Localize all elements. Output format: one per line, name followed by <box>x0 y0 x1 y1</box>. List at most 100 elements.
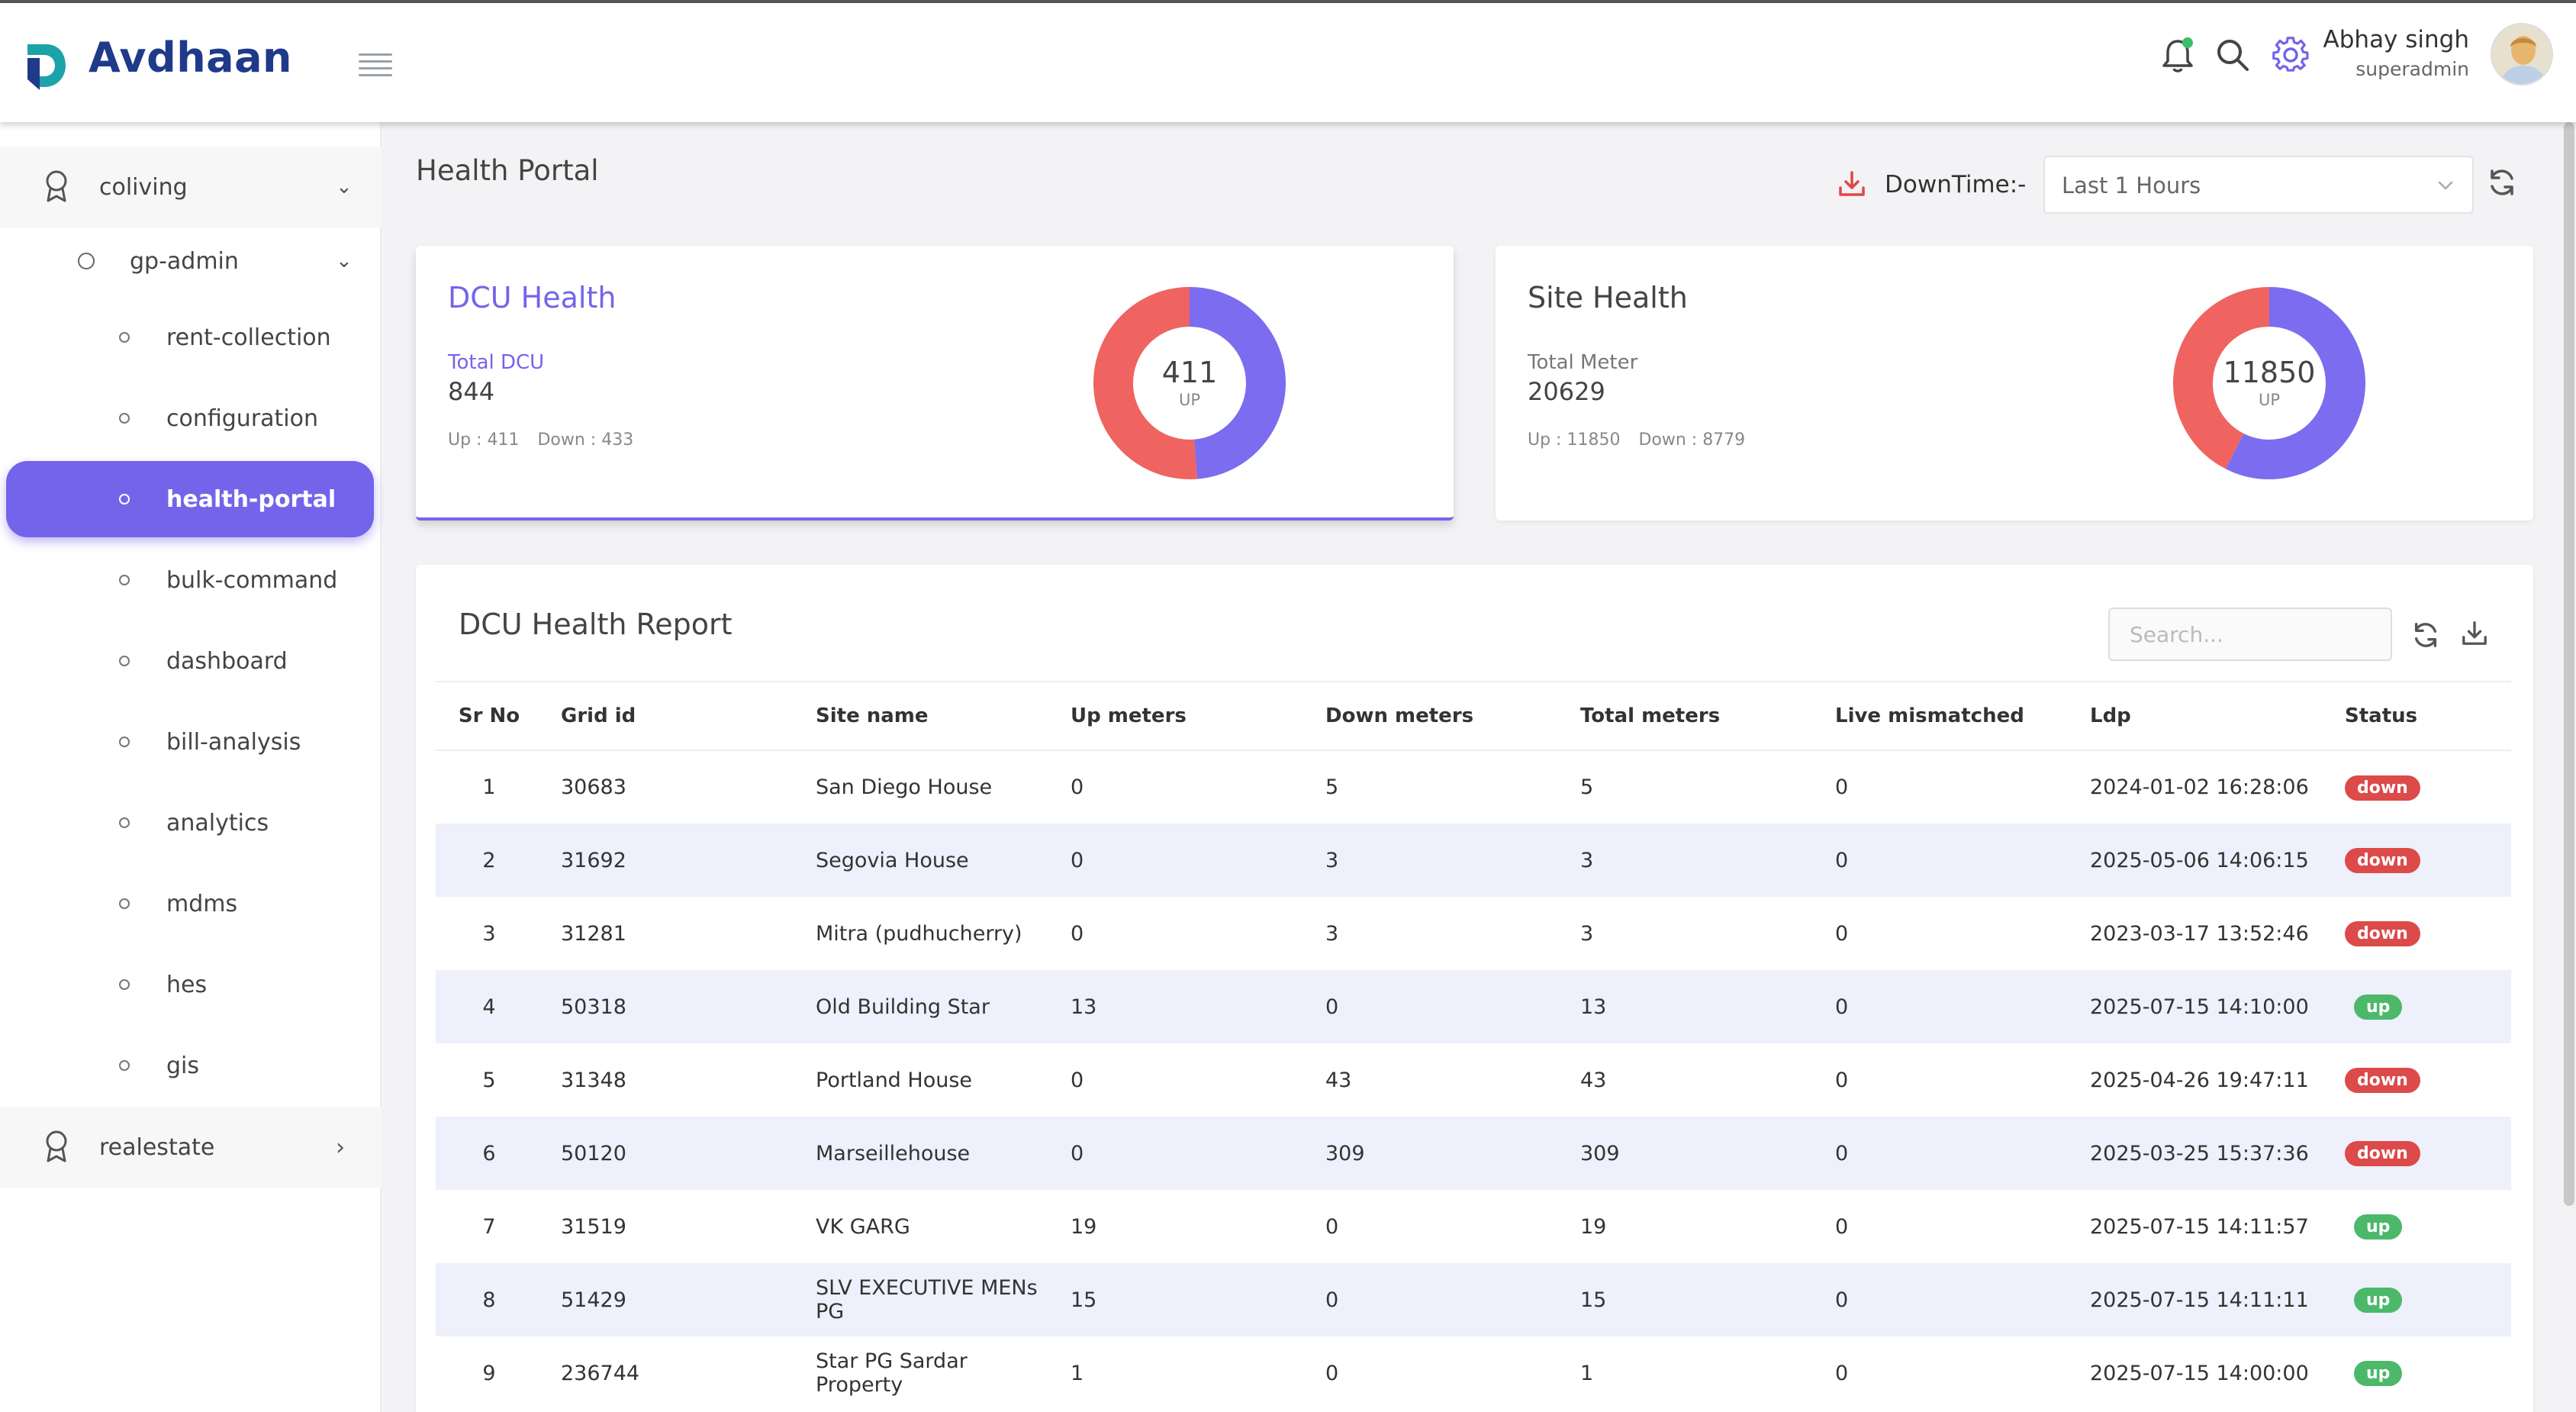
sidebar-item-dashboard[interactable]: dashboard <box>0 623 382 699</box>
table-cell-up: 13 <box>1071 995 1097 1019</box>
donut-center-value: 11850 <box>2223 356 2316 389</box>
table-row[interactable]: 7 31519 VK GARG 19 0 19 0 2025-07-15 14:11:57 up <box>436 1190 2511 1263</box>
column-header-up-meters[interactable]: Up meters <box>1052 681 1307 751</box>
sidebar-sub-label: gp-admin <box>130 247 239 275</box>
table-cell-down: 43 <box>1325 1068 1352 1092</box>
column-header-total-meters[interactable]: Total meters <box>1562 681 1817 751</box>
table-cell-total: 1 <box>1580 1361 1594 1385</box>
table-cell-total: 15 <box>1580 1288 1607 1312</box>
circle-icon <box>119 332 130 343</box>
status-badge: up <box>2354 995 2403 1020</box>
table-row[interactable]: 3 31281 Mitra (pudhucherry) 0 3 3 0 2023-03-17 … <box>436 897 2511 970</box>
sidebar-item-analytics[interactable]: analytics <box>0 785 382 861</box>
settings-gear-icon[interactable] <box>2269 34 2312 76</box>
sidebar-item-label: bill-analysis <box>166 728 301 756</box>
table-row[interactable]: 6 50120 Marseillehouse 0 309 309 0 2025-03-25 1… <box>436 1117 2511 1190</box>
table-cell-down: 5 <box>1325 775 1339 799</box>
page-scrollbar[interactable] <box>2564 122 2574 1206</box>
sidebar-item-label: gis <box>166 1052 200 1079</box>
table-row[interactable]: 5 31348 Portland House 0 43 43 0 2025-04-26 19:… <box>436 1043 2511 1117</box>
table-cell-sr: 6 <box>482 1141 496 1165</box>
page-title: Health Portal <box>416 154 599 187</box>
sidebar-item-gis[interactable]: gis <box>0 1027 382 1104</box>
table-cell-live: 0 <box>1835 1288 1849 1312</box>
brand-logo-icon[interactable] <box>23 40 69 92</box>
downtime-select-value: Last 1 Hours <box>2062 172 2201 198</box>
table-cell-sr: 8 <box>482 1288 496 1312</box>
site-donut-chart[interactable]: 11850 UP <box>2170 284 2368 482</box>
search-input[interactable] <box>2108 608 2392 661</box>
download-icon[interactable] <box>2461 620 2488 647</box>
table-cell-total: 309 <box>1580 1141 1620 1165</box>
table-row[interactable]: 8 51429 SLV EXECUTIVE MENs PG 15 0 15 0 2025-07… <box>436 1263 2511 1336</box>
dcu-donut-chart[interactable]: 411 UP <box>1090 284 1289 482</box>
circle-icon <box>119 737 130 747</box>
table-cell-up: 0 <box>1071 921 1084 946</box>
table-cell-down: 0 <box>1325 1214 1339 1239</box>
sidebar-item-configuration[interactable]: configuration <box>0 380 382 456</box>
column-header-status[interactable]: Status <box>2326 681 2511 751</box>
table-cell-ldp: 2024-01-02 16:28:06 <box>2090 775 2309 799</box>
table-cell-ldp: 2023-03-17 13:52:46 <box>2090 921 2309 946</box>
menu-toggle-icon[interactable] <box>359 53 392 76</box>
status-badge: up <box>2354 1361 2403 1386</box>
brand-name[interactable]: Avdhaan <box>89 34 292 82</box>
table-cell-up: 1 <box>1071 1361 1084 1385</box>
refresh-icon[interactable] <box>2486 166 2518 198</box>
circle-icon <box>119 817 130 828</box>
circle-icon <box>119 494 130 505</box>
sidebar-group-realestate[interactable]: realestate › <box>0 1107 382 1188</box>
table-cell-ldp: 2025-05-06 14:06:15 <box>2090 848 2309 872</box>
table-cell-total: 3 <box>1580 848 1594 872</box>
table-cell-up: 0 <box>1071 1141 1084 1165</box>
column-header-ldp[interactable]: Ldp <box>2072 681 2326 751</box>
site-up-text: Up : 11850 <box>1528 430 1621 450</box>
top-bar: Avdhaan Abhay singh superadmin <box>0 0 2576 122</box>
column-header-sr-no[interactable]: Sr No <box>436 681 543 751</box>
sidebar-item-bulk-command[interactable]: bulk-command <box>0 542 382 618</box>
column-header-down-meters[interactable]: Down meters <box>1307 681 1562 751</box>
search-icon[interactable] <box>2211 34 2254 76</box>
table-cell-status: down <box>2326 824 2511 897</box>
total-meter-value: 20629 <box>1528 377 1605 406</box>
status-badge: down <box>2345 1068 2420 1093</box>
sidebar-item-rent-collection[interactable]: rent-collection <box>0 299 382 376</box>
sidebar-item-health-portal[interactable]: health-portal <box>0 461 382 537</box>
table-cell-site: Star PG Sardar Property <box>816 1349 968 1397</box>
donut-center-label: UP <box>2258 391 2281 409</box>
sidebar-item-bill-analysis[interactable]: bill-analysis <box>0 704 382 780</box>
table-cell-live: 0 <box>1835 921 1849 946</box>
dcu-health-card[interactable]: DCU Health Total DCU 844 Up : 411 Down : … <box>416 246 1454 521</box>
sidebar-item-mdms[interactable]: mdms <box>0 866 382 942</box>
column-header-site-name[interactable]: Site name <box>797 681 1052 751</box>
column-header-grid-id[interactable]: Grid id <box>543 681 797 751</box>
refresh-icon[interactable] <box>2410 620 2441 650</box>
dcu-down-text: Down : 433 <box>537 430 634 450</box>
notification-bell-icon[interactable] <box>2156 34 2199 76</box>
donut-segment-up <box>2173 287 2365 479</box>
table-row[interactable]: 2 31692 Segovia House 0 3 3 0 2025-05-06 14:06:… <box>436 824 2511 897</box>
user-name[interactable]: Abhay singh <box>2323 26 2469 53</box>
column-header-live-mismatched[interactable]: Live mismatched <box>1817 681 2072 751</box>
sidebar-sub-gp-admin[interactable]: gp-admin ⌄ <box>0 223 382 299</box>
table-cell-grid: 30683 <box>561 775 626 799</box>
table-row[interactable]: 4 50318 Old Building Star 13 0 13 0 2025-07-15 … <box>436 970 2511 1043</box>
table-cell-grid: 31519 <box>561 1214 626 1239</box>
table-row[interactable]: 1 30683 San Diego House 0 5 5 0 2024-01-02 16:2… <box>436 750 2511 824</box>
downtime-select[interactable]: Last 1 Hours <box>2043 156 2474 214</box>
sidebar-item-label: configuration <box>166 405 318 432</box>
download-icon[interactable] <box>1837 169 1866 198</box>
dcu-health-report: DCU Health Report Sr No Grid id Site nam… <box>416 565 2533 1412</box>
donut-segment-up <box>1093 287 1286 479</box>
table-cell-ldp: 2025-03-25 15:37:36 <box>2090 1141 2309 1165</box>
user-avatar[interactable] <box>2491 23 2553 85</box>
card-title: Site Health <box>1528 281 1688 314</box>
sidebar-group-coliving[interactable]: coliving ⌄ <box>0 147 382 227</box>
table-row[interactable]: 9 236744 Star PG Sardar Property 1 0 1 0 2025-0… <box>436 1336 2511 1410</box>
sidebar-item-hes[interactable]: hes <box>0 946 382 1023</box>
site-health-card[interactable]: Site Health Total Meter 20629 Up : 11850… <box>1496 246 2533 521</box>
table-cell-down: 3 <box>1325 848 1339 872</box>
table-cell-grid: 236744 <box>561 1361 640 1385</box>
table-cell-status: up <box>2326 970 2511 1043</box>
table-cell-sr: 1 <box>482 775 496 799</box>
